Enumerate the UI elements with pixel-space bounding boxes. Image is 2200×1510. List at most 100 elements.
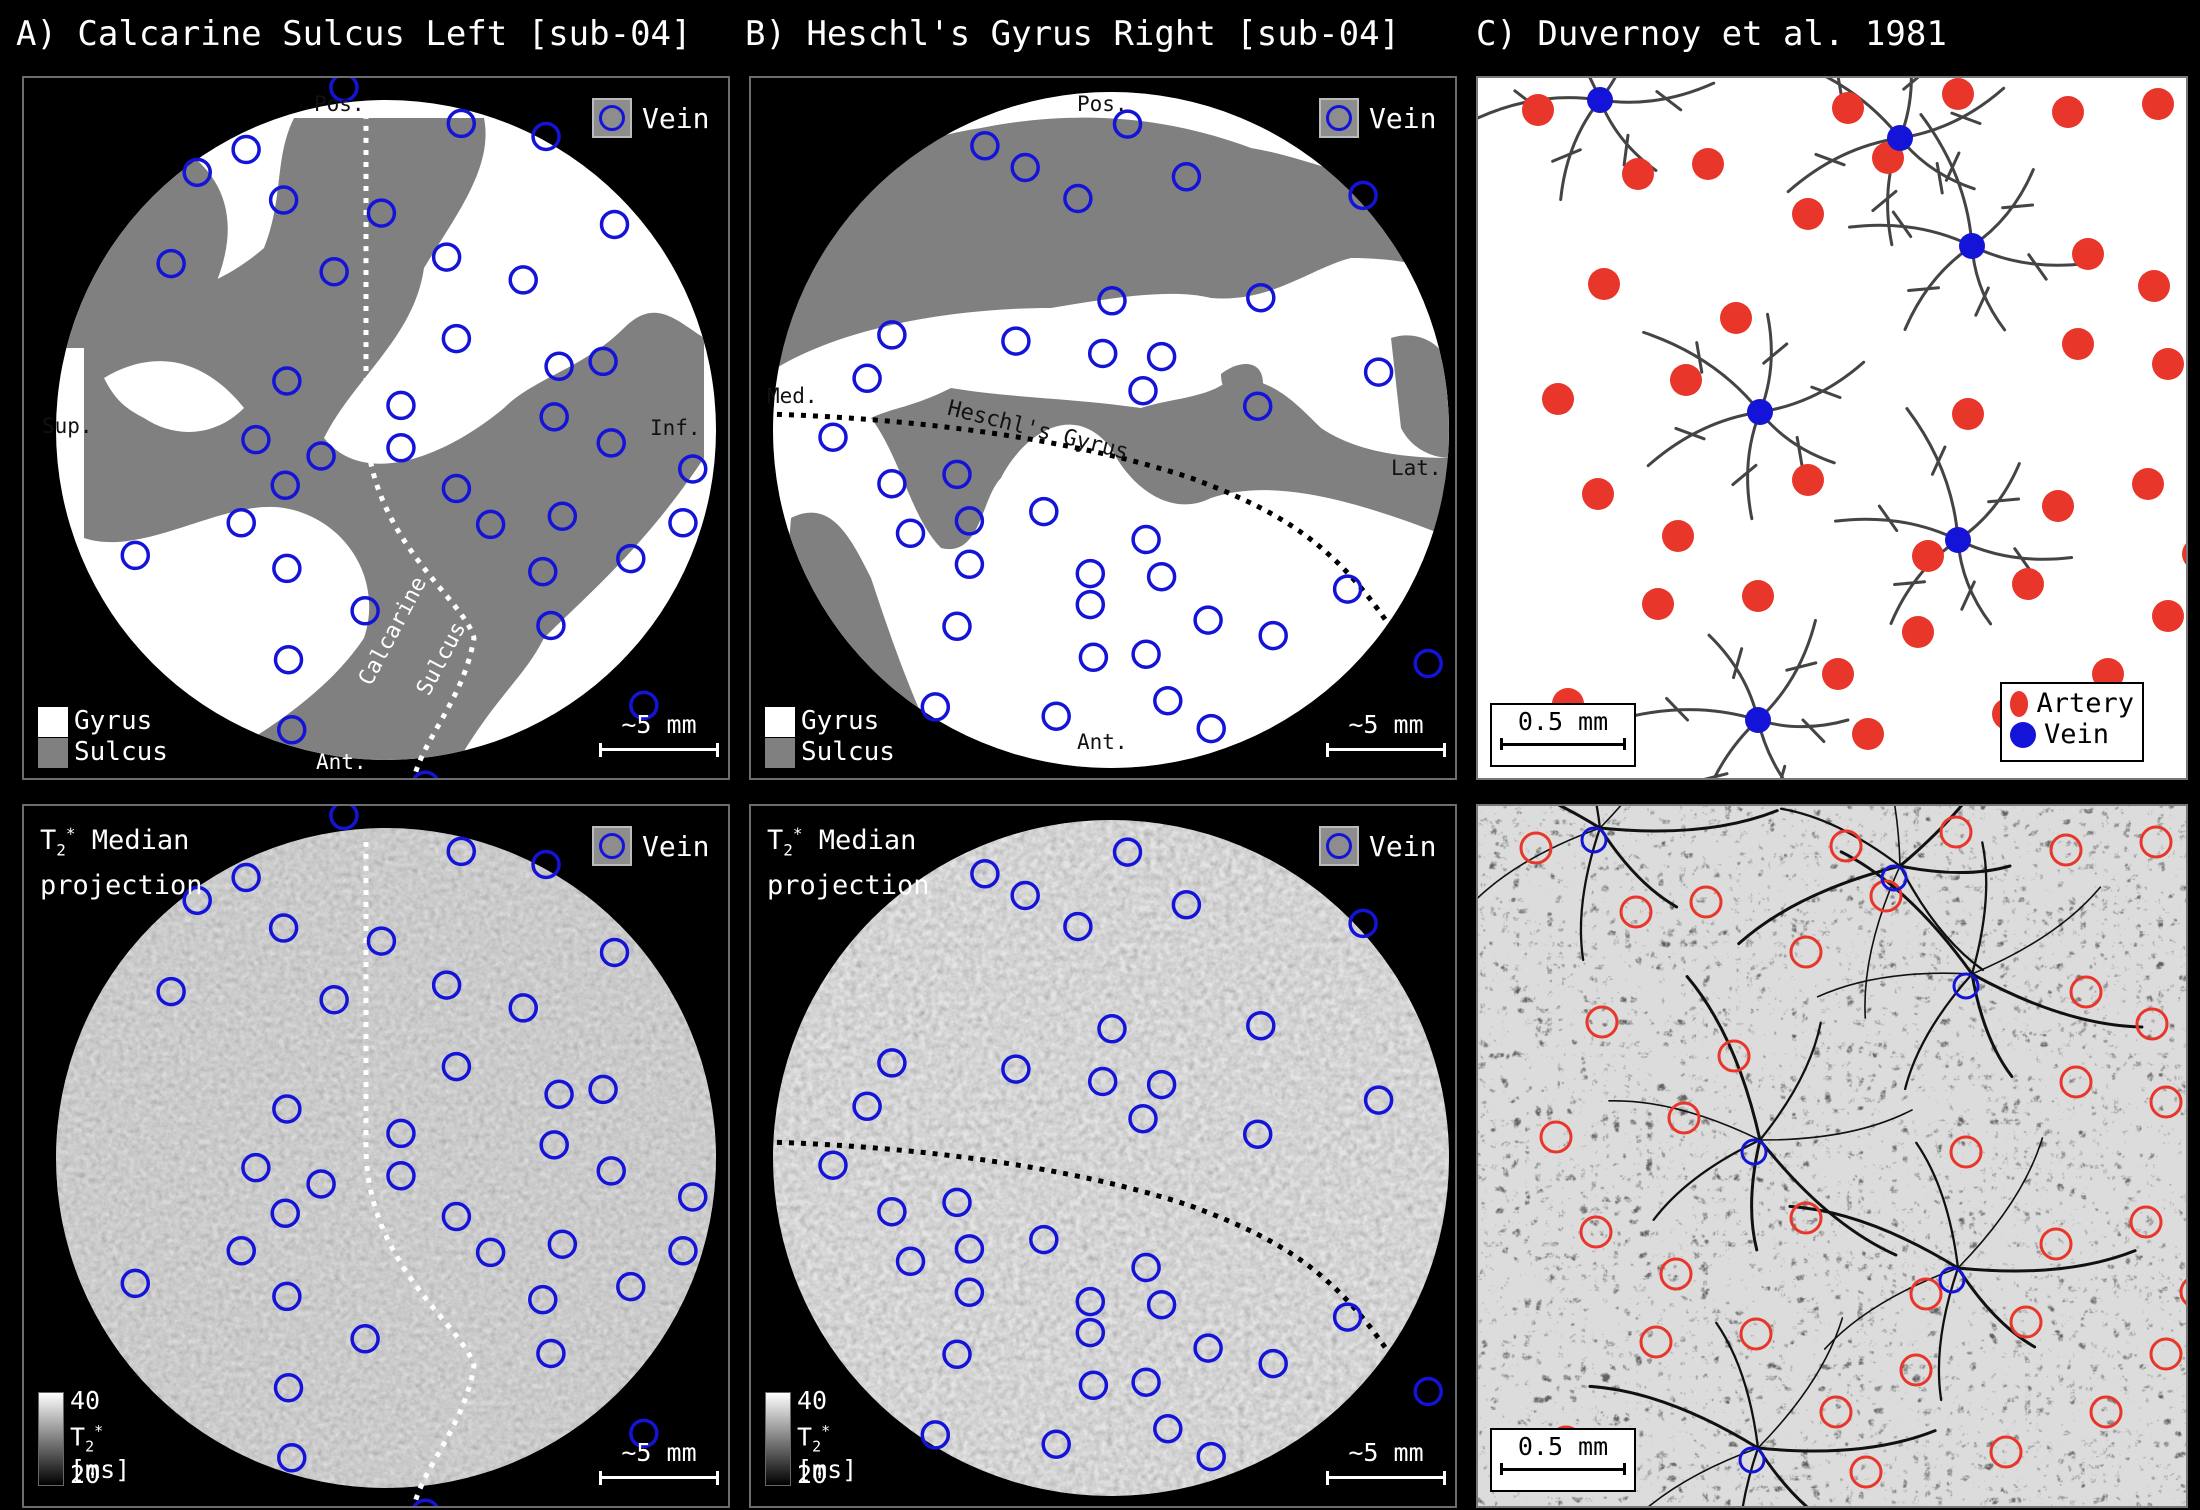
artery-ring bbox=[1819, 1395, 1853, 1429]
title-a: A) Calcarine Sulcus Left [sub-04] bbox=[16, 14, 692, 54]
scale-bar: ~5 mm bbox=[594, 710, 724, 757]
vein-branch bbox=[1598, 98, 1658, 172]
vein-marker bbox=[1029, 496, 1059, 527]
vein-marker bbox=[431, 970, 462, 1000]
vessel-branch bbox=[1608, 1100, 1761, 1141]
vein-marker bbox=[1078, 642, 1109, 673]
vein-marker bbox=[539, 1130, 569, 1160]
artery-dot bbox=[1912, 540, 1944, 572]
vessel-branch bbox=[1816, 972, 1973, 998]
vein-marker bbox=[531, 849, 561, 880]
vein-marker bbox=[1041, 701, 1071, 731]
vein-branch bbox=[1786, 136, 1902, 194]
vein-marker bbox=[431, 242, 462, 272]
vein-marker bbox=[156, 248, 186, 279]
vessel-branch bbox=[1898, 864, 2012, 875]
vein-marker bbox=[319, 257, 349, 287]
vein-marker bbox=[350, 1324, 380, 1354]
vein-branch bbox=[1551, 98, 1602, 202]
vein-marker bbox=[475, 1237, 506, 1268]
vein-ring bbox=[1880, 864, 1908, 892]
vein-marker bbox=[852, 363, 882, 394]
artery-ring bbox=[1689, 885, 1723, 919]
artery-ring bbox=[1585, 1005, 1619, 1039]
vein-marker bbox=[306, 1169, 336, 1199]
vessel-branch bbox=[1715, 1321, 1760, 1450]
vein-marker bbox=[1128, 1103, 1158, 1134]
vein-branch bbox=[1615, 696, 1760, 722]
panel-b-segmentation: Pos. Ant. Med. Lat. Heschl's Gyrus Vein … bbox=[749, 76, 1457, 780]
vein-marker bbox=[599, 937, 630, 968]
vein-marker bbox=[475, 509, 506, 540]
vein-marker bbox=[942, 459, 972, 490]
vein-branch bbox=[1956, 462, 2021, 542]
vein-marker bbox=[616, 1271, 646, 1302]
vein-branch bbox=[1847, 210, 1974, 248]
vein-marker bbox=[954, 1277, 985, 1308]
vein-marker bbox=[277, 715, 307, 745]
vein-marker bbox=[1242, 391, 1273, 421]
vein-marker bbox=[531, 121, 561, 152]
artery-ring bbox=[1829, 829, 1863, 863]
vein-marker bbox=[954, 506, 985, 536]
gyrus-label: Gyrus bbox=[74, 706, 153, 736]
vein-branch bbox=[1970, 244, 2007, 332]
vein-marker bbox=[970, 131, 1000, 161]
vein-ring-icon bbox=[1319, 826, 1359, 866]
title-c: C) Duvernoy et al. 1981 bbox=[1476, 14, 1947, 54]
vein-marker bbox=[350, 596, 380, 626]
scale-bar-b2: ~5 mm bbox=[1321, 1438, 1451, 1485]
artery-dot bbox=[1582, 478, 1614, 510]
vessel-branch bbox=[1579, 826, 1602, 962]
vein-marker bbox=[942, 1339, 972, 1370]
vein-marker bbox=[268, 185, 299, 215]
vein-marker bbox=[366, 198, 397, 228]
label-ant: Ant. bbox=[316, 750, 367, 774]
vessel-branch bbox=[1756, 1429, 1937, 1453]
vein-marker bbox=[1146, 1069, 1177, 1100]
vein-dot bbox=[1887, 125, 1913, 151]
vein-marker bbox=[272, 553, 302, 584]
artery-ring bbox=[2149, 1337, 2183, 1371]
vein-dot bbox=[1747, 399, 1773, 425]
vein-marker bbox=[596, 428, 626, 458]
artery-ring bbox=[1539, 1120, 1573, 1154]
artery-vein-legend: Artery Vein bbox=[2000, 682, 2144, 762]
vein-legend-label: Vein bbox=[642, 829, 710, 863]
artery-ring bbox=[1579, 1215, 1613, 1249]
scale-box-c2: 0.5 mm bbox=[1490, 1428, 1636, 1492]
gyrus-label: Gyrus bbox=[801, 706, 880, 736]
vein-marker bbox=[668, 508, 698, 538]
vein-branch bbox=[1756, 618, 1818, 722]
vein-marker bbox=[441, 1201, 472, 1232]
vein-marker bbox=[386, 1161, 416, 1191]
artery-ring bbox=[1789, 935, 1823, 969]
artery-ring bbox=[1519, 831, 1553, 865]
vein-marker bbox=[1242, 1119, 1273, 1149]
vein-marker bbox=[241, 1152, 271, 1183]
vein-marker bbox=[1075, 1317, 1106, 1348]
artery-ring bbox=[2069, 975, 2103, 1009]
vessel-branch bbox=[1599, 806, 1622, 829]
vessel-branch bbox=[1937, 1266, 1960, 1402]
vein-dot-icon bbox=[2010, 721, 2036, 748]
artery-dot bbox=[1642, 588, 1674, 620]
label-pos: Pos. bbox=[314, 92, 365, 116]
projection-label: T2* Median projection bbox=[40, 824, 203, 902]
artery-dot bbox=[2138, 270, 2170, 302]
vein-marker bbox=[629, 1418, 659, 1449]
vein-legend-label: Vein bbox=[1369, 101, 1437, 135]
vein-marker bbox=[1153, 685, 1183, 716]
vein-branch bbox=[1919, 113, 1974, 248]
vein-dot bbox=[1959, 233, 1985, 259]
vein-ring bbox=[1938, 1266, 1966, 1294]
vein-branch bbox=[1642, 330, 1762, 414]
sulcus-swatch bbox=[765, 737, 795, 768]
vein-legend-b: Vein bbox=[1319, 98, 1436, 138]
vein-marker bbox=[547, 1229, 578, 1259]
vein-marker bbox=[1413, 648, 1443, 679]
vein-marker bbox=[920, 692, 951, 722]
vein-branch bbox=[1903, 244, 1974, 331]
artery-dot bbox=[1662, 520, 1694, 552]
vessel-branch bbox=[1588, 1384, 1760, 1450]
